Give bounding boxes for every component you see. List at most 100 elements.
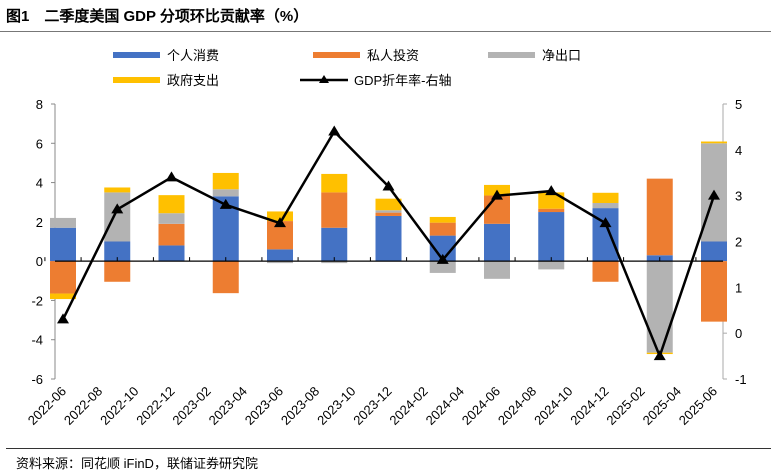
gdp-point-2025-06 [708, 189, 720, 200]
legend-label-1: 私人投资 [367, 48, 419, 63]
x-tick-label: 2025-06 [676, 384, 720, 428]
x-tick-label: 2023-10 [314, 384, 358, 428]
bar-2023-09-3 [321, 173, 348, 193]
left-tick-label: -2 [31, 293, 43, 308]
x-tick-label: 2023-08 [278, 384, 322, 428]
x-tick-label: 2023-12 [350, 384, 394, 428]
chart-title: 图1 二季度美国 GDP 分项环比贡献率（%） [6, 8, 309, 25]
bar-2025-03-1 [646, 178, 673, 256]
gdp-point-2022-12 [165, 171, 178, 182]
bar-2023-09-1 [321, 192, 348, 228]
legend-triangle-icon [319, 75, 329, 83]
bar-2023-03-1 [212, 261, 239, 294]
bar-2024-09-0 [538, 212, 565, 262]
bar-2024-09-3 [538, 192, 565, 209]
bar-2025-03-2 [646, 261, 673, 353]
x-tick-label: 2023-02 [169, 384, 213, 428]
left-tick-label: -6 [31, 372, 43, 387]
footer-divider [6, 448, 771, 449]
bar-2023-12-2 [375, 210, 402, 213]
bar-2023-09-0 [321, 227, 348, 262]
right-tick-label: -1 [735, 372, 747, 387]
bar-2023-12-0 [375, 215, 402, 262]
x-tick-label: 2025-02 [603, 384, 647, 428]
legend-label-3: 政府支出 [167, 73, 219, 88]
bar-2023-03-3 [212, 172, 239, 190]
x-tick-label: 2022-06 [25, 384, 69, 428]
bar-2022-09-1 [104, 261, 131, 282]
bar-2023-12-3 [375, 198, 402, 211]
legend-swatch-3 [113, 77, 160, 83]
x-tick-label: 2024-06 [459, 384, 503, 428]
bar-2025-06-3 [701, 141, 727, 144]
bar-2024-06-0 [484, 223, 510, 262]
bar-2022-06-0 [50, 227, 76, 262]
bar-2022-12-0 [158, 245, 185, 262]
bar-2024-12-1 [592, 261, 619, 282]
left-tick-label: 2 [36, 215, 43, 230]
x-tick-label: 2024-10 [531, 384, 575, 428]
left-tick-label: 0 [36, 254, 43, 269]
left-tick-label: -4 [31, 333, 43, 348]
source-note: 资料来源：同花顺 iFinD，联储证券研究院 [16, 456, 258, 471]
x-tick-label: 2025-04 [640, 384, 684, 428]
gdp-point-2024-12 [599, 217, 612, 228]
legend-swatch-0 [113, 52, 160, 58]
bar-2023-06-3 [267, 211, 293, 222]
gdp-point-2023-06 [274, 217, 286, 228]
bar-2024-12-0 [592, 208, 619, 262]
legend-label-0: 个人消费 [167, 48, 219, 63]
x-tick-label: 2023-06 [242, 384, 286, 428]
legend-label-2: 净出口 [542, 48, 581, 63]
legend-label-4: GDP折年率-右轴 [354, 73, 452, 88]
legend-swatch-1 [313, 52, 360, 58]
bar-2022-12-3 [158, 195, 185, 214]
x-tick-label: 2022-08 [61, 384, 105, 428]
bar-2022-06-2 [50, 217, 76, 228]
gdp-point-2023-09 [328, 125, 341, 136]
bar-2024-09-1 [538, 208, 565, 213]
x-tick-label: 2024-12 [567, 384, 611, 428]
bar-2024-03-2 [429, 261, 456, 273]
right-tick-label: 2 [735, 235, 742, 250]
bar-2022-09-3 [104, 187, 131, 193]
bar-2024-06-1 [484, 195, 510, 224]
left-tick-label: 6 [36, 136, 43, 151]
bar-2024-03-3 [429, 216, 456, 223]
x-tick-label: 2023-04 [206, 384, 250, 428]
right-tick-label: 5 [735, 97, 742, 112]
gdp-point-2022-09 [111, 203, 124, 214]
left-tick-label: 4 [36, 176, 43, 191]
x-tick-label: 2022-12 [133, 384, 177, 428]
left-tick-label: 8 [36, 97, 43, 112]
right-tick-label: 3 [735, 189, 742, 204]
gdp-point-2024-03 [436, 253, 449, 264]
x-tick-label: 2022-10 [97, 384, 141, 428]
bar-2022-12-1 [158, 223, 185, 246]
right-tick-label: 4 [735, 143, 742, 158]
bar-2024-06-2 [484, 261, 510, 279]
legend-swatch-2 [488, 52, 535, 58]
bar-2022-06-3 [50, 293, 76, 300]
x-tick-label: 2024-02 [386, 384, 430, 428]
bar-2022-09-0 [104, 241, 131, 262]
title-divider [0, 31, 771, 32]
bar-2024-12-2 [592, 203, 619, 209]
bar-2022-12-2 [158, 213, 185, 224]
x-tick-label: 2024-04 [423, 384, 467, 428]
gdp-point-2023-12 [382, 180, 395, 191]
gdp-point-2024-06 [491, 189, 503, 200]
bar-2023-09-2 [321, 261, 348, 264]
bar-2025-06-1 [701, 261, 727, 322]
bar-2023-12-1 [375, 212, 402, 216]
bar-2023-03-2 [212, 189, 239, 197]
bar-2024-09-2 [538, 261, 565, 270]
bar-2023-06-2 [267, 261, 293, 264]
gdp-point-2024-09 [545, 185, 558, 196]
bar-2024-03-1 [429, 222, 456, 236]
x-tick-label: 2024-08 [495, 384, 539, 428]
gdp-point-2023-03 [219, 198, 232, 209]
gdp-point-2022-06 [57, 313, 69, 324]
